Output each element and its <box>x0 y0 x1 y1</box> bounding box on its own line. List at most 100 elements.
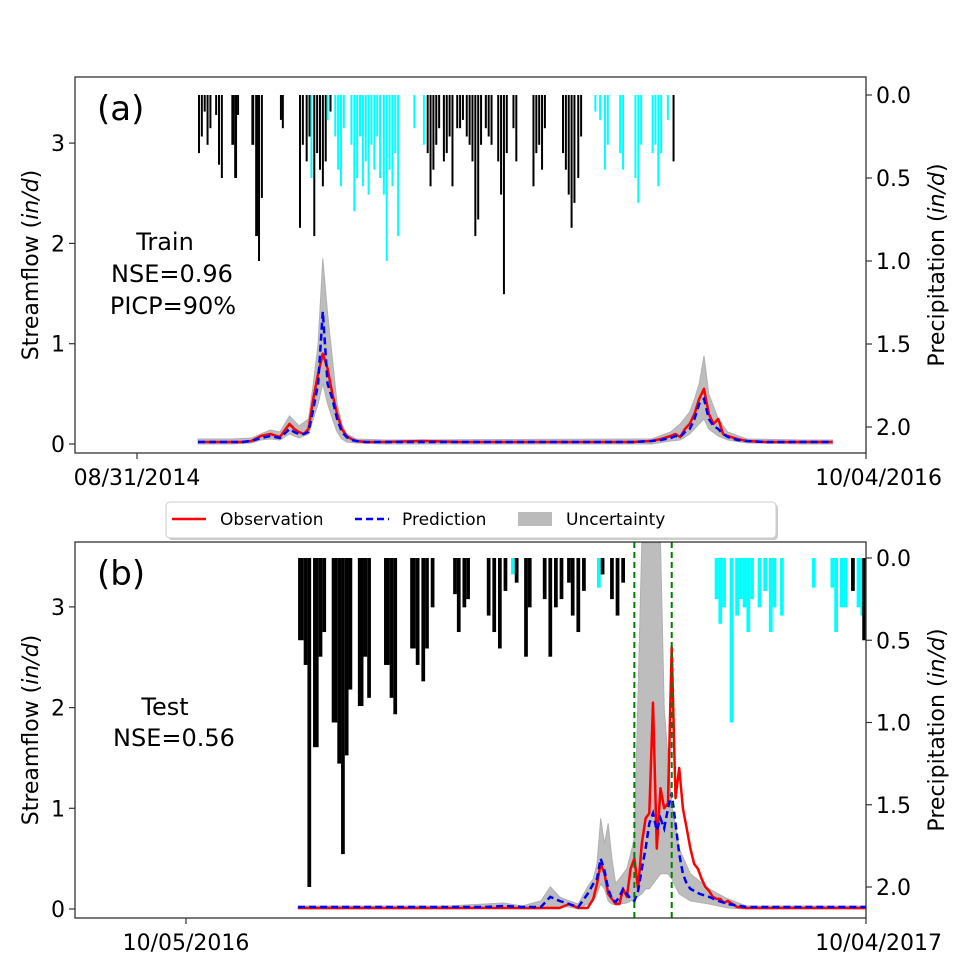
precip-bar <box>503 558 508 591</box>
precip-bar <box>615 558 620 616</box>
precip-bar <box>562 95 565 154</box>
y-right-tick-label: 0.0 <box>876 84 911 109</box>
precip-bar <box>666 95 669 120</box>
precip-bar <box>234 95 238 178</box>
precip-bar <box>429 95 432 187</box>
precip-bar <box>851 558 855 591</box>
right-y-ticks-test: 0.0 0.5 1.0 1.5 2.0 <box>866 547 911 901</box>
y-right-tick-label: 1.5 <box>876 794 911 819</box>
precip-bar <box>577 95 580 178</box>
precip-bar <box>746 558 751 633</box>
precip-bar <box>497 95 500 162</box>
precip-bar <box>394 95 397 154</box>
y-tick-label: 3 <box>51 132 65 157</box>
precip-bar <box>299 95 301 228</box>
precip-bar <box>634 95 637 178</box>
y-axis-label-right-test: Precipitation (in/d) <box>925 628 950 831</box>
precip-bar <box>750 558 754 600</box>
precip-bar <box>768 558 773 633</box>
y-right-tick-label: 0.5 <box>876 167 911 192</box>
y-right-tick-label: 1.0 <box>876 712 911 737</box>
precip-bar <box>548 558 553 657</box>
precip-bar <box>599 95 602 120</box>
precip-bar <box>535 95 538 154</box>
precip-bar <box>324 95 327 162</box>
precip-bar <box>654 95 657 145</box>
annotation-line-1: Train <box>135 228 194 256</box>
precip-bar <box>559 558 564 600</box>
precip-bar <box>258 95 261 261</box>
precip-bar <box>524 558 528 657</box>
precip-bar <box>421 558 426 682</box>
precip-bar <box>576 558 581 633</box>
uncertainty-band-train <box>197 258 834 445</box>
precip-bar <box>397 95 400 237</box>
precip-bar <box>497 558 502 649</box>
precip-bar <box>425 558 429 649</box>
precip-bar <box>456 95 459 129</box>
vertical-markers-test <box>633 542 673 918</box>
precip-bar <box>582 558 586 591</box>
annotation-line-1: Test <box>140 693 188 721</box>
precip-bar <box>515 95 518 162</box>
observation-line-train <box>198 352 833 444</box>
observation-line <box>298 645 866 910</box>
precip-bar <box>331 558 338 723</box>
precip-bar <box>542 558 547 600</box>
precip-bar <box>738 558 743 600</box>
precip-bar <box>337 558 342 764</box>
prediction-line <box>298 792 866 909</box>
prediction-line <box>198 311 833 444</box>
annotation-line-2: NSE=0.56 <box>113 724 235 752</box>
precip-bar <box>391 95 394 187</box>
precip-bar <box>310 95 313 178</box>
left-y-ticks-train: 0 1 2 3 <box>51 132 75 458</box>
precip-bar <box>318 558 323 657</box>
precip-bar <box>839 558 844 608</box>
precip-bar <box>319 95 322 170</box>
precip-bar <box>367 95 370 195</box>
precip-bar <box>772 558 777 608</box>
precip-bar <box>742 558 747 608</box>
precip-bar <box>393 558 398 715</box>
observation-line <box>198 352 833 444</box>
precip-bar <box>596 558 601 588</box>
precip-bar <box>350 95 353 145</box>
precip-bar <box>339 95 342 187</box>
precip-bar <box>538 95 541 145</box>
axes-frame-test <box>74 541 867 919</box>
precip-bar <box>255 95 259 237</box>
precip-bar <box>281 95 284 129</box>
precip-bar <box>356 95 359 178</box>
precip-bar <box>260 95 263 198</box>
precip-bar <box>718 558 723 624</box>
precip-bar <box>502 95 505 295</box>
precip-bar <box>554 558 558 608</box>
prediction-line-train <box>198 311 833 444</box>
precip-bar <box>426 95 429 154</box>
precip-bar <box>657 95 660 187</box>
y-axis-label-left-train: Streamflow (in/d) <box>19 170 44 361</box>
precip-bar <box>462 558 467 608</box>
precip-bar <box>466 558 470 600</box>
precip-bar <box>843 558 848 608</box>
precip-bar <box>209 95 212 129</box>
precip-bar <box>580 95 583 137</box>
precip-bar <box>279 95 282 120</box>
precip-bar <box>570 558 575 616</box>
axes-frame-train <box>74 76 867 454</box>
precip-bar <box>220 95 223 178</box>
y-tick-label: 2 <box>51 697 65 722</box>
precip-bar <box>505 95 508 154</box>
precip-bar <box>357 558 364 707</box>
panel-test: 0 1 2 3 0.0 0.5 1.0 1.5 2.0 10/05/2016 10/04/201… <box>19 541 950 956</box>
precip-bar <box>864 558 866 608</box>
precip-bar <box>197 95 200 154</box>
precip-bar <box>729 558 734 723</box>
precip-bar <box>527 558 532 608</box>
precip-bar <box>422 95 425 145</box>
precip-bar <box>348 558 353 690</box>
precip-bar <box>329 95 332 112</box>
precipitation-bars-test <box>298 558 866 887</box>
